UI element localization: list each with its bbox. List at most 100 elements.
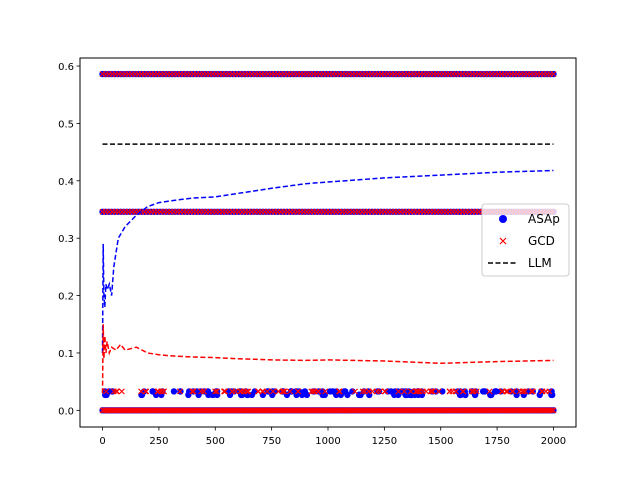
gcd-mean-line <box>101 324 554 394</box>
asap-point <box>462 391 469 399</box>
asap-point <box>457 391 464 399</box>
asap-point <box>481 388 489 395</box>
x-tick-label: 1500 <box>428 436 453 447</box>
gcd-point <box>103 388 110 395</box>
gcd-point <box>138 388 145 395</box>
gcd-point <box>548 407 555 414</box>
gcd-point <box>118 388 125 395</box>
gcd-point <box>428 388 435 395</box>
x-axis: 0 250 500 750 1000 1250 1500 1750 2000 <box>99 427 566 447</box>
gcd-point <box>245 388 252 395</box>
gcd-point <box>520 388 527 395</box>
gcd-point <box>351 388 358 395</box>
y-tick-label: 0.5 <box>58 119 74 130</box>
gcd-point <box>110 388 117 395</box>
gcd-point <box>381 388 388 395</box>
gcd-point <box>504 388 511 395</box>
gcd-point <box>470 388 477 395</box>
asap-point <box>319 391 326 399</box>
gcd-point <box>427 388 434 395</box>
gcd-point <box>435 388 442 395</box>
asap-point <box>395 391 402 399</box>
gcd-point <box>142 388 149 395</box>
gcd-point <box>200 388 207 395</box>
gcd-point <box>240 388 247 395</box>
gcd-point <box>499 388 506 395</box>
gcd-point <box>221 388 227 395</box>
asap-point <box>497 388 504 395</box>
asap-point <box>195 391 202 399</box>
gcd-point <box>528 388 535 395</box>
x-tick-label: 500 <box>206 436 225 447</box>
asap-point <box>293 391 300 399</box>
y-tick-label: 0.4 <box>58 177 74 188</box>
x-tick-label: 1750 <box>484 436 509 447</box>
gcd-point <box>229 388 236 395</box>
x-tick-label: 1000 <box>315 436 340 447</box>
y-tick-label: 0.1 <box>58 349 74 360</box>
asap-point <box>493 388 500 395</box>
asap-point <box>205 391 212 399</box>
gcd-point <box>359 388 366 395</box>
gcd-point <box>255 388 262 395</box>
gcd-point <box>486 388 493 395</box>
gcd-point <box>369 388 376 395</box>
gcd-point <box>308 388 315 395</box>
gcd-point <box>407 388 414 395</box>
gcd-point <box>539 388 546 395</box>
gcd-point <box>322 388 329 395</box>
gcd-point <box>468 388 475 395</box>
asap-point <box>337 391 345 399</box>
asap-point <box>152 391 160 399</box>
legend-gcd-label: GCD <box>528 234 555 248</box>
gcd-point <box>336 388 343 395</box>
y-tick-label: 0.2 <box>58 292 74 303</box>
gcd-point <box>155 388 162 395</box>
gcd-point <box>401 388 408 395</box>
gcd-point <box>190 388 197 395</box>
asap-point <box>344 391 351 399</box>
asap-point <box>226 391 234 399</box>
gcd-point <box>279 388 286 395</box>
gcd-point <box>550 407 557 414</box>
asap-mean-line <box>101 169 554 354</box>
gcd-point <box>176 388 183 395</box>
gcd-point <box>416 388 423 395</box>
gcd-point <box>189 388 196 395</box>
legend-gcd-marker <box>499 237 507 245</box>
legend: ASAp GCD LLM <box>481 203 570 277</box>
legend-asap-marker <box>499 215 507 223</box>
gcd-point <box>286 388 293 395</box>
legend-asap-label: ASAp <box>528 212 560 226</box>
gcd-point <box>550 71 557 78</box>
asap-point <box>303 391 311 399</box>
x-tick-label: 0 <box>99 436 105 447</box>
y-tick-label: 0.3 <box>58 234 74 245</box>
gcd-point <box>310 388 317 395</box>
y-tick-label: 0.6 <box>58 62 74 73</box>
gcd-point <box>270 388 277 395</box>
gcd-point <box>376 388 383 395</box>
gcd-point <box>459 388 466 395</box>
gcd-point <box>522 388 529 395</box>
gcd-point <box>264 388 271 395</box>
gcd-point <box>212 388 219 395</box>
gcd-point <box>281 388 288 395</box>
y-tick-label: 0.0 <box>58 406 74 417</box>
gcd-point <box>295 388 302 395</box>
gcd-point <box>260 388 266 395</box>
gcd-point <box>446 388 453 395</box>
x-tick-label: 250 <box>149 436 168 447</box>
gcd-point <box>529 388 536 395</box>
gcd-point <box>213 388 220 395</box>
chart-marks <box>99 70 557 414</box>
gcd-point <box>429 388 436 395</box>
gcd-point <box>546 388 553 395</box>
gcd-point <box>423 388 430 395</box>
gcd-point <box>509 388 516 395</box>
gcd-point <box>449 388 456 395</box>
asap-point <box>170 388 178 395</box>
x-tick-label: 750 <box>262 436 281 447</box>
y-axis: 0.0 0.1 0.2 0.3 0.4 0.5 0.6 <box>58 62 80 417</box>
